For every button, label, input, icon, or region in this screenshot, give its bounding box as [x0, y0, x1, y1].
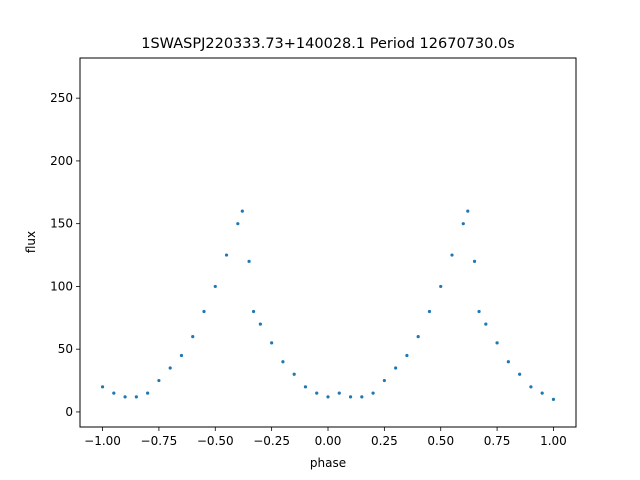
y-axis-ticks: 0 50 100 150 200 250 [50, 91, 80, 419]
data-point [506, 360, 510, 364]
y-tick-label: 200 [50, 154, 73, 168]
data-point [529, 385, 533, 389]
data-point [450, 253, 454, 257]
data-point [123, 395, 127, 399]
data-point [461, 222, 465, 226]
x-tick-label: 0.25 [371, 434, 398, 448]
data-point [292, 372, 296, 376]
chart-title: 1SWASPJ220333.73+140028.1 Period 1267073… [141, 36, 515, 52]
x-axis-ticks: −1.00 −0.75 −0.50 −0.25 0.00 0.25 0.50 0.75 1.00 [84, 427, 567, 448]
x-tick-label: −0.50 [197, 434, 234, 448]
data-point [439, 284, 443, 289]
x-tick-label: 0.00 [315, 434, 342, 448]
data-point [258, 322, 262, 326]
data-point [540, 391, 544, 395]
data-point [157, 378, 161, 383]
data-point [472, 259, 477, 263]
plot-frame [79, 57, 577, 428]
data-point [146, 391, 150, 395]
data-point [371, 391, 375, 395]
data-point [168, 366, 172, 370]
data-point [518, 372, 522, 376]
data-point [394, 366, 398, 370]
data-point [270, 341, 274, 345]
data-point [202, 309, 206, 314]
y-tick-label: 100 [50, 279, 73, 293]
data-point [326, 395, 330, 399]
y-axis-label: flux [24, 231, 38, 253]
data-point [427, 309, 432, 314]
x-tick-label: 1.00 [540, 434, 567, 448]
data-point [477, 309, 481, 314]
data-point [112, 391, 116, 395]
data-point [224, 253, 229, 257]
data-point [213, 284, 217, 289]
y-tick-label: 250 [50, 91, 73, 105]
data-point [134, 395, 138, 399]
y-tick-label: 50 [58, 342, 73, 356]
data-point [252, 309, 256, 314]
data-point [466, 209, 470, 213]
data-point [551, 397, 556, 401]
x-tick-label: 0.75 [484, 434, 511, 448]
data-point [484, 322, 488, 326]
y-tick-label: 150 [50, 217, 73, 231]
data-point [337, 391, 341, 395]
data-point [495, 341, 499, 345]
data-point [348, 395, 353, 399]
data-point [315, 391, 319, 395]
data-point [179, 353, 184, 358]
scatter-points [100, 209, 556, 401]
data-point [191, 335, 195, 339]
data-point [100, 385, 105, 389]
x-axis-label: phase [310, 456, 346, 470]
x-tick-label: −0.75 [141, 434, 178, 448]
x-tick-label: 0.50 [427, 434, 454, 448]
data-point [236, 222, 240, 226]
data-point [247, 259, 251, 263]
data-point [240, 209, 244, 213]
data-point [405, 353, 409, 358]
x-tick-label: −1.00 [84, 434, 121, 448]
x-tick-label: −0.25 [253, 434, 290, 448]
data-point [281, 360, 285, 364]
data-point [303, 385, 308, 389]
data-point [416, 335, 420, 339]
data-point [360, 395, 364, 399]
y-tick-label: 0 [65, 405, 73, 419]
data-point [382, 378, 386, 383]
